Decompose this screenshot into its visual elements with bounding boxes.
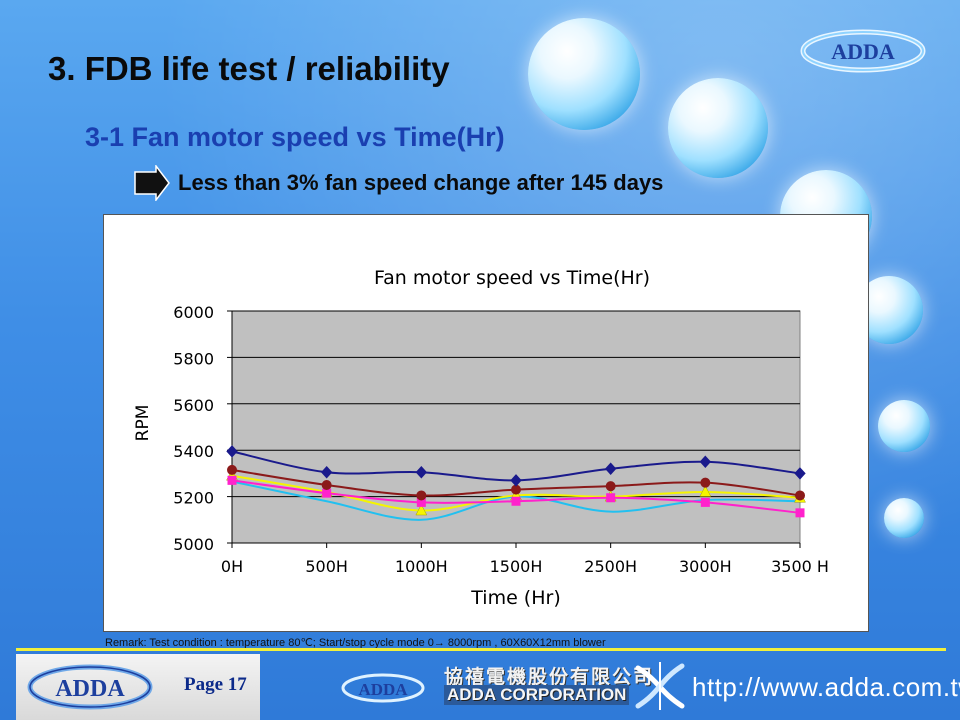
plot-area xyxy=(231,310,801,544)
decorative-orb-6 xyxy=(884,498,924,538)
svg-text:ADDA: ADDA xyxy=(358,680,408,699)
x-tick-label-3: 1500H xyxy=(490,557,543,576)
series-2-point-2 xyxy=(416,490,427,501)
series-2-point-6 xyxy=(795,490,805,501)
series-1-point-1 xyxy=(320,465,333,479)
y-axis-label: RPM xyxy=(133,405,153,442)
chart-title: Fan motor speed vs Time(Hr) xyxy=(374,267,650,289)
corporation-name-english: ADDA CORPORATION xyxy=(444,685,630,705)
series-2-point-4 xyxy=(605,481,616,492)
bullet-text: Less than 3% fan speed change after 145 … xyxy=(178,170,664,195)
decorative-orb-1 xyxy=(528,18,640,130)
series-4-point-5 xyxy=(699,485,712,497)
series-1-point-0 xyxy=(226,445,238,458)
slide-title: 3. FDB life test / reliability xyxy=(48,50,450,87)
swirl-emblem-icon xyxy=(635,662,685,710)
decorative-orb-5 xyxy=(878,400,930,452)
series-4-point-2 xyxy=(415,503,428,516)
svg-text:ADDA: ADDA xyxy=(831,39,895,64)
series-1-point-4 xyxy=(604,462,617,476)
arrow-right-icon xyxy=(134,165,170,201)
series-2-point-0 xyxy=(227,464,237,475)
series-3-point-0 xyxy=(227,475,237,485)
slide-subtitle: 3-1 Fan motor speed vs Time(Hr) xyxy=(85,122,505,152)
x-tick-label-5: 3000H xyxy=(679,557,732,576)
series-1-point-2 xyxy=(415,465,428,479)
series-3-point-5 xyxy=(700,497,710,507)
series-2-point-1 xyxy=(321,480,332,490)
footer-logo-box: ADDA Page 17 xyxy=(16,654,260,720)
x-tick-label-1: 500H xyxy=(305,557,348,576)
series-3-point-2 xyxy=(416,497,426,507)
series-1-point-6 xyxy=(794,467,806,480)
page-number: Page 17 xyxy=(184,674,247,695)
series-3-point-3 xyxy=(511,496,521,506)
adda-small-logo: ADDA xyxy=(341,673,425,703)
y-tick-label-3: 5600 xyxy=(173,396,214,415)
y-tick-label-1: 5200 xyxy=(173,489,214,508)
series-2-point-5 xyxy=(700,477,711,488)
website-link[interactable]: http://www.adda.com.tw xyxy=(692,672,960,702)
y-tick-label-2: 5400 xyxy=(173,442,214,461)
x-tick-label-4: 2500H xyxy=(584,557,637,576)
y-tick-label-4: 5800 xyxy=(173,349,214,368)
series-3-point-4 xyxy=(606,493,616,503)
adda-logo: ADDA xyxy=(800,29,926,73)
x-tick-label-2: 1000H xyxy=(395,557,448,576)
footer-divider xyxy=(16,648,946,651)
x-tick-label-6: 3500 H xyxy=(771,557,829,576)
series-3-point-1 xyxy=(322,488,332,498)
x-tick-label-0: 0H xyxy=(221,557,243,576)
y-tick-label-5: 6000 xyxy=(173,303,214,322)
test-condition-remark: Remark: Test condition : temperature 80℃… xyxy=(105,637,606,649)
series-3-point-6 xyxy=(795,508,805,518)
decorative-orb-2 xyxy=(668,78,768,178)
corporation-name-chinese: 協禧電機股份有限公司 xyxy=(444,667,655,688)
svg-text:ADDA: ADDA xyxy=(55,676,125,702)
series-1-point-5 xyxy=(699,455,712,469)
adda-footer-logo: ADDA xyxy=(27,664,153,710)
chart-frame: Fan motor speed vs Time(Hr) RPM Time (Hr… xyxy=(103,214,869,632)
y-tick-label-0: 5000 xyxy=(173,535,214,554)
series-1-point-3 xyxy=(510,474,522,487)
x-axis-label: Time (Hr) xyxy=(470,587,560,609)
line-chart: Fan motor speed vs Time(Hr) RPM Time (Hr… xyxy=(133,267,829,609)
footer: ADDA Page 17 ADDA 協禧電機股份有限公司 ADDA CORPOR… xyxy=(16,654,960,720)
